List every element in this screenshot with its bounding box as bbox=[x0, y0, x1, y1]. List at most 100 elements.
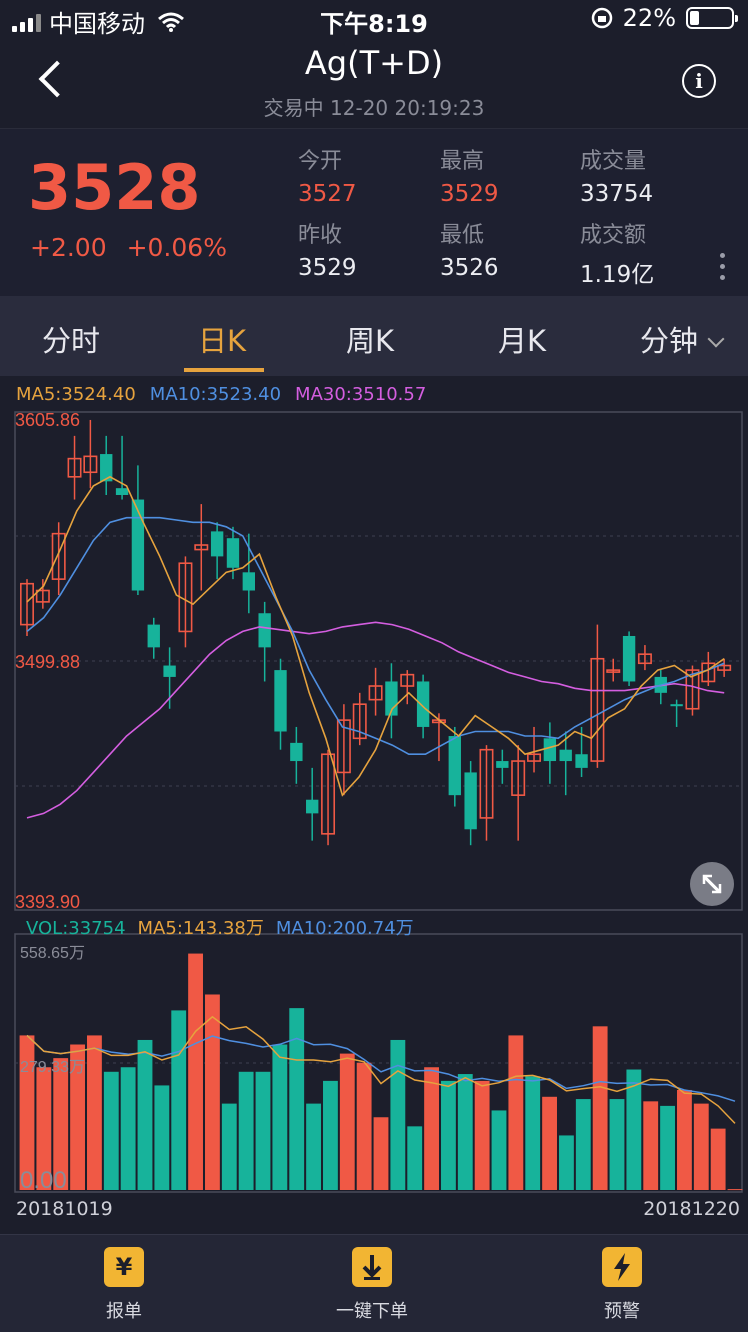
volume-bar bbox=[188, 953, 203, 1190]
ma5-line bbox=[26, 475, 725, 797]
candle-body bbox=[35, 589, 50, 603]
volume-bar bbox=[693, 1103, 709, 1190]
field-prev-close: 昨收 3529 bbox=[298, 223, 357, 281]
rotation-lock-icon bbox=[591, 7, 612, 29]
ma10-line bbox=[26, 516, 725, 755]
candle-body bbox=[416, 681, 430, 727]
battery-icon bbox=[686, 7, 738, 29]
volume-bar bbox=[255, 1071, 271, 1190]
candle-body bbox=[210, 531, 224, 557]
candle-body bbox=[559, 749, 572, 762]
volume-axis-label-mid: 279.33万 bbox=[20, 1059, 85, 1076]
period-tabs: 分时 日K 周K 月K 分钟 bbox=[0, 296, 748, 376]
alert-label: 预警 bbox=[604, 1301, 640, 1322]
candle-body bbox=[147, 624, 160, 648]
volume-bar bbox=[508, 1035, 524, 1190]
trading-status: 交易中 12-20 20:19:23 bbox=[263, 96, 485, 120]
volume-bar bbox=[575, 1099, 591, 1190]
volume-bar bbox=[154, 1085, 170, 1190]
field-high: 最高 3529 bbox=[440, 149, 499, 207]
volume-bar bbox=[542, 1096, 557, 1190]
ma30-line bbox=[26, 621, 725, 819]
ma-legend: MA5:3524.40 MA10:3523.40 MA30:3510.57 bbox=[16, 384, 440, 405]
chevron-down-icon bbox=[707, 330, 725, 348]
change-percent: +0.06% bbox=[126, 233, 227, 262]
candle-body bbox=[274, 670, 287, 732]
volume-bar bbox=[289, 1008, 305, 1190]
active-tab-indicator bbox=[184, 368, 264, 372]
candle-body bbox=[20, 582, 34, 626]
download-order-icon bbox=[352, 1247, 392, 1287]
volume-bar bbox=[626, 1069, 642, 1190]
more-icon[interactable] bbox=[720, 253, 726, 285]
ma5-legend: MA5:3524.40 bbox=[16, 384, 136, 405]
volume-bar bbox=[53, 1058, 69, 1190]
candle-body bbox=[115, 488, 129, 495]
volume-bar bbox=[205, 994, 220, 1190]
candle-body bbox=[590, 657, 605, 762]
volume-bar bbox=[457, 1074, 473, 1190]
price-change: +2.00 +0.06% bbox=[30, 233, 227, 262]
date-start: 20181019 bbox=[16, 1198, 113, 1220]
order-button[interactable]: ¥ 报单 bbox=[64, 1247, 184, 1323]
candle-body bbox=[496, 761, 509, 768]
quick-order-button[interactable]: 一键下单 bbox=[312, 1247, 432, 1323]
tab-minute[interactable]: 分钟 bbox=[640, 318, 725, 360]
field-turnover: 成交额 1.19亿 bbox=[580, 223, 655, 288]
order-label: 报单 bbox=[106, 1301, 142, 1322]
tab-weekly-k[interactable]: 周K bbox=[346, 324, 395, 358]
volume-axis-label-bottom: 0.00 bbox=[20, 1167, 67, 1194]
kline-chart-area[interactable]: 3605.86 3499.88 3393.90 558.65万 279.33万 0.00 … bbox=[0, 376, 748, 1234]
candle-body bbox=[543, 738, 557, 762]
volume-bar bbox=[491, 1110, 507, 1190]
candle-body bbox=[717, 664, 732, 671]
candle-body bbox=[290, 742, 303, 762]
volume-bar bbox=[87, 1035, 102, 1190]
candle-body bbox=[622, 635, 636, 682]
candle-body bbox=[637, 653, 652, 665]
candle-body bbox=[575, 754, 588, 768]
clock: 下午8:19 bbox=[320, 10, 428, 38]
tab-intraday[interactable]: 分时 bbox=[42, 324, 101, 358]
tab-monthly-k[interactable]: 月K bbox=[498, 324, 547, 358]
volume-bar bbox=[592, 1026, 608, 1190]
price-axis-label-top: 3605.86 bbox=[15, 410, 80, 430]
volume-bar bbox=[323, 1080, 338, 1190]
status-bar: 中国移动 下午8:19 22% bbox=[0, 0, 748, 38]
last-price: 3528 bbox=[28, 151, 201, 224]
candle-body bbox=[194, 544, 209, 551]
candle-body bbox=[163, 665, 176, 677]
volume-axis-label-top: 558.65万 bbox=[20, 945, 85, 962]
candle-body bbox=[448, 736, 461, 796]
candle-body bbox=[131, 499, 145, 591]
date-end: 20181220 bbox=[643, 1198, 740, 1220]
kline-chart[interactable]: 3605.86 3499.88 3393.90 558.65万 279.33万 0.00 bbox=[0, 376, 748, 1234]
fullscreen-icon[interactable] bbox=[690, 862, 734, 906]
candle-body bbox=[511, 760, 526, 796]
tab-daily-k[interactable]: 日K bbox=[198, 324, 247, 358]
volume-bar bbox=[390, 1039, 406, 1190]
nav-bar: Ag(T+D) 交易中 12-20 20:19:23 i bbox=[0, 38, 748, 128]
ma10-legend: MA10:3523.40 bbox=[149, 384, 282, 405]
candle-body bbox=[464, 772, 477, 830]
info-icon[interactable]: i bbox=[682, 64, 716, 98]
tab-minute-label: 分钟 bbox=[640, 324, 699, 358]
candle-body bbox=[83, 455, 98, 474]
alert-button[interactable]: 预警 bbox=[562, 1247, 682, 1323]
lightning-icon bbox=[602, 1247, 642, 1287]
volume-bar bbox=[525, 1076, 541, 1190]
volume-bar bbox=[710, 1128, 726, 1190]
field-open: 今开 3527 bbox=[298, 149, 357, 207]
ma30-legend: MA30:3510.57 bbox=[295, 384, 427, 405]
volume-bar bbox=[424, 1067, 439, 1190]
volume-bar bbox=[727, 1189, 743, 1191]
quote-panel: 3528 +2.00 +0.06% 今开 3527 最高 3529 成交量 33… bbox=[0, 128, 748, 296]
volume-bar bbox=[643, 1101, 659, 1190]
battery-percent: 22% bbox=[622, 4, 676, 32]
vol-ma10-legend: MA10:200.74万 bbox=[275, 918, 414, 939]
volume-bar bbox=[441, 1080, 456, 1190]
candle-body bbox=[258, 613, 271, 648]
signal-icon bbox=[12, 12, 41, 32]
candle-body bbox=[306, 799, 319, 814]
page-title: Ag(T+D) bbox=[304, 44, 444, 82]
